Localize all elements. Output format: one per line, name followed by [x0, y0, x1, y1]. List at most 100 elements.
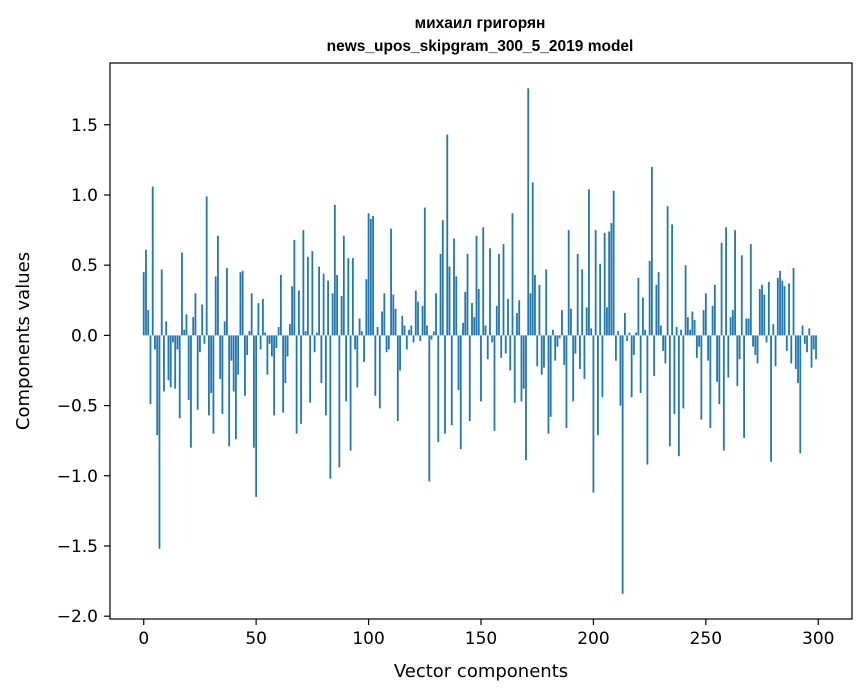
bar [235, 335, 237, 440]
bar [230, 335, 233, 361]
bar [781, 280, 784, 336]
bar [770, 335, 772, 462]
y-tick-label: −1.5 [57, 537, 98, 557]
bar [788, 283, 790, 336]
bar [740, 255, 743, 336]
bar [790, 335, 793, 364]
bar [552, 329, 554, 336]
bar [190, 335, 192, 448]
bar [369, 218, 372, 336]
bar-series [142, 88, 817, 594]
y-axis-ticks: −2.0 −1.5 −1.0 −0.5 0.0 0.5 1.0 1.5 [57, 116, 110, 627]
bar [387, 335, 390, 350]
bar [354, 335, 356, 350]
bar [765, 335, 768, 343]
bar [253, 335, 255, 448]
bar [484, 325, 487, 336]
bar [815, 335, 817, 360]
bar [504, 335, 507, 354]
bar [185, 314, 188, 336]
bar [300, 335, 303, 424]
bar [680, 329, 683, 336]
bar [453, 238, 455, 336]
bar [727, 335, 730, 378]
bar [758, 289, 761, 336]
bar [338, 335, 341, 468]
bar [174, 335, 177, 389]
bar [507, 298, 509, 336]
bar [183, 329, 186, 336]
bar [284, 335, 287, 384]
bar [572, 335, 575, 402]
bar [644, 329, 647, 336]
bar [666, 206, 669, 336]
bar [446, 134, 449, 336]
bar [414, 290, 417, 336]
bar [149, 335, 152, 405]
bar [286, 335, 289, 357]
bar [462, 322, 464, 336]
bar [444, 335, 446, 434]
bar [525, 335, 527, 461]
bar [266, 335, 269, 375]
bar [619, 335, 622, 406]
bar [475, 235, 478, 336]
bar [682, 335, 685, 409]
bar [306, 256, 309, 336]
bar [329, 335, 332, 479]
bar [360, 331, 363, 336]
bar [709, 335, 712, 429]
bar [702, 310, 705, 336]
bar [574, 335, 577, 354]
bar [181, 252, 183, 336]
bar [585, 307, 588, 336]
bar [405, 335, 408, 350]
bar [432, 331, 435, 336]
bar [358, 318, 361, 336]
bar [347, 258, 350, 336]
bar [570, 308, 572, 336]
bar [169, 335, 172, 388]
bar [459, 335, 462, 450]
bar [745, 318, 748, 336]
bar [273, 335, 276, 416]
bar [196, 335, 199, 410]
bar [731, 310, 734, 336]
bar [754, 335, 757, 356]
bar [608, 231, 611, 336]
bar [342, 235, 345, 336]
bar [309, 335, 312, 403]
bar [718, 335, 721, 405]
bar [711, 305, 714, 336]
bar [529, 293, 532, 336]
bar [246, 335, 249, 356]
bar [648, 260, 651, 336]
bar [293, 239, 296, 336]
bar [650, 166, 653, 336]
bar [205, 196, 208, 336]
bar [192, 317, 195, 336]
bar [588, 189, 590, 336]
bar [637, 277, 640, 336]
y-tick-label: −1.0 [57, 467, 98, 487]
bar [221, 335, 224, 415]
bar [331, 293, 334, 336]
bar [563, 335, 566, 365]
bar [419, 335, 422, 341]
bar [336, 275, 338, 336]
bar [543, 335, 545, 368]
bar [381, 311, 383, 336]
bar [297, 290, 300, 336]
bar [599, 263, 602, 336]
bar [145, 249, 147, 336]
bar [576, 253, 579, 336]
bar [498, 253, 500, 336]
bar [471, 303, 473, 336]
bar [363, 335, 365, 363]
x-tick-label: 200 [577, 629, 609, 649]
bar [226, 267, 228, 336]
y-tick-label: 0.0 [71, 326, 98, 346]
bar [439, 253, 442, 336]
bar [417, 301, 419, 336]
bar [659, 325, 662, 336]
